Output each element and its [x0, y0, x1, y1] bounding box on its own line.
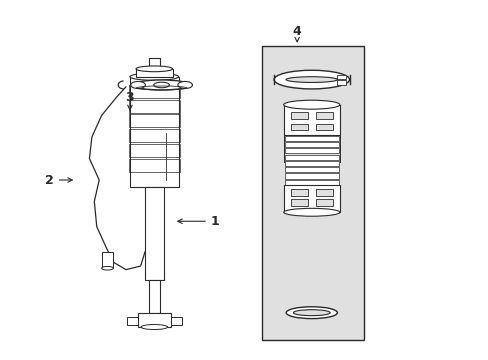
Bar: [136, 69, 172, 77]
Ellipse shape: [178, 81, 192, 89]
Bar: [315, 112, 332, 119]
Ellipse shape: [285, 307, 337, 319]
Bar: [337, 75, 346, 79]
Ellipse shape: [136, 66, 172, 72]
Bar: [149, 58, 159, 69]
Bar: [290, 112, 307, 119]
Bar: [145, 187, 163, 280]
Bar: [130, 77, 178, 187]
Bar: [138, 314, 170, 327]
Bar: [284, 154, 338, 160]
Ellipse shape: [153, 82, 169, 88]
Ellipse shape: [293, 310, 329, 316]
Bar: [284, 142, 338, 147]
Bar: [102, 252, 113, 268]
Bar: [290, 199, 307, 206]
Bar: [128, 114, 180, 127]
Text: 3: 3: [125, 91, 134, 110]
Ellipse shape: [130, 73, 178, 80]
Bar: [315, 199, 332, 206]
Text: 4: 4: [292, 25, 301, 42]
Bar: [170, 317, 181, 325]
Ellipse shape: [133, 80, 189, 90]
Ellipse shape: [102, 266, 113, 270]
Ellipse shape: [283, 100, 339, 109]
Bar: [128, 129, 180, 142]
Bar: [290, 189, 307, 196]
Bar: [337, 80, 346, 85]
Bar: [128, 100, 180, 113]
Ellipse shape: [273, 70, 349, 89]
Bar: [284, 173, 338, 179]
Bar: [283, 185, 339, 212]
Bar: [284, 136, 338, 141]
Bar: [284, 161, 338, 166]
Bar: [284, 148, 338, 153]
Ellipse shape: [130, 81, 145, 89]
Bar: [290, 124, 307, 130]
Bar: [315, 189, 332, 196]
Text: 1: 1: [178, 215, 219, 228]
Bar: [284, 167, 338, 172]
Bar: [283, 105, 339, 135]
Bar: [127, 317, 138, 325]
Bar: [284, 180, 338, 185]
Ellipse shape: [283, 208, 339, 216]
Ellipse shape: [141, 324, 167, 329]
Bar: [128, 85, 180, 98]
Bar: [128, 144, 180, 157]
Ellipse shape: [285, 77, 337, 82]
Bar: [128, 159, 180, 172]
Text: 2: 2: [45, 174, 72, 186]
Bar: [315, 124, 332, 130]
Bar: [149, 280, 159, 313]
Bar: [261, 45, 363, 339]
